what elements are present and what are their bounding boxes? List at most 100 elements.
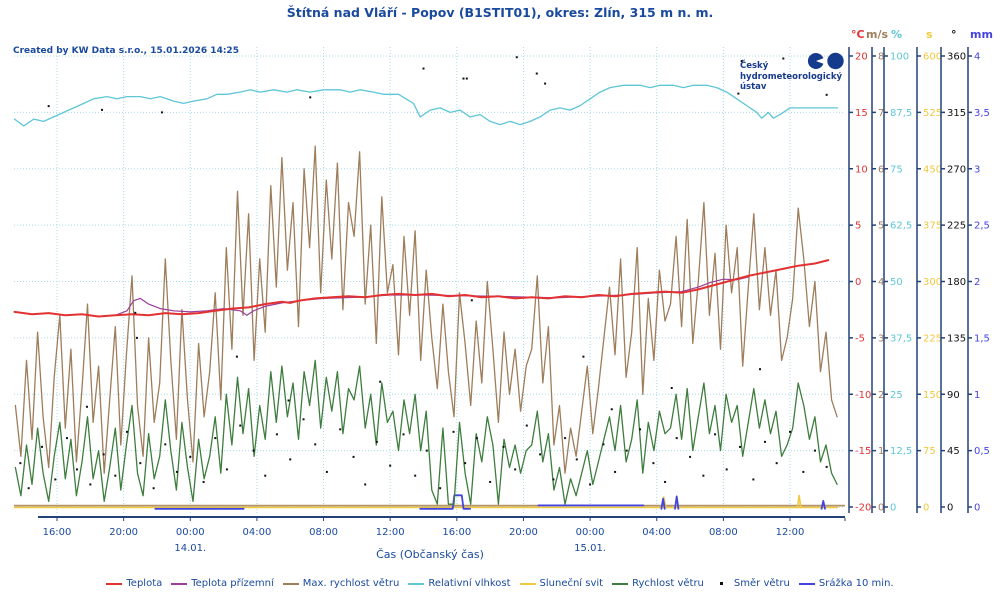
svg-text:2,5: 2,5 — [974, 221, 990, 232]
svg-text:15: 15 — [855, 108, 868, 119]
svg-text:08:00: 08:00 — [309, 527, 338, 538]
svg-text:3,5: 3,5 — [974, 108, 990, 119]
chart-legend: Teplota Teplota přízemní Max. rychlost vět… — [0, 578, 1000, 589]
svg-text:1: 1 — [878, 446, 884, 457]
legend-item: Sluneční svit — [519, 578, 604, 589]
legend-item: Rychlost větru — [612, 578, 704, 589]
legend-label: Sluneční svit — [539, 578, 604, 589]
legend-swatch-line — [612, 582, 629, 585]
legend-swatch-line — [519, 582, 536, 585]
svg-text:225: 225 — [923, 333, 942, 344]
svg-text:7: 7 — [878, 108, 884, 119]
svg-text:75: 75 — [923, 446, 936, 457]
svg-text:3: 3 — [974, 164, 980, 175]
svg-text:04:00: 04:00 — [242, 527, 271, 538]
svg-text:20: 20 — [855, 52, 868, 63]
svg-text:0: 0 — [923, 503, 929, 514]
svg-text:5: 5 — [878, 221, 884, 232]
svg-text:16:00: 16:00 — [442, 527, 471, 538]
svg-text:14.01.: 14.01. — [174, 543, 206, 554]
svg-text:0: 0 — [947, 503, 953, 514]
svg-text:375: 375 — [923, 221, 942, 232]
svg-text:2: 2 — [974, 277, 980, 288]
svg-text:25: 25 — [890, 390, 903, 401]
legend-item: Srážka 10 min. — [798, 578, 894, 589]
svg-text:100: 100 — [890, 52, 909, 63]
svg-text:75: 75 — [890, 164, 903, 175]
svg-text:00:00: 00:00 — [176, 527, 205, 538]
svg-text:8: 8 — [878, 52, 884, 63]
svg-text:180: 180 — [947, 277, 966, 288]
svg-text:2: 2 — [878, 390, 884, 401]
legend-label: Srážka 10 min. — [818, 578, 894, 589]
svg-text:0,5: 0,5 — [974, 446, 990, 457]
svg-text:°C: °C — [851, 28, 865, 41]
svg-text:135: 135 — [947, 333, 966, 344]
svg-text:20:00: 20:00 — [109, 527, 138, 538]
svg-text:90: 90 — [947, 390, 960, 401]
chmu-logo-line1: Český — [740, 61, 769, 71]
svg-text:360: 360 — [947, 52, 966, 63]
svg-text:0: 0 — [974, 503, 980, 514]
legend-swatch-dot — [719, 582, 723, 585]
svg-text:6: 6 — [878, 164, 884, 175]
svg-text:450: 450 — [923, 164, 942, 175]
svg-text:16:00: 16:00 — [43, 527, 72, 538]
svg-text:50: 50 — [890, 277, 903, 288]
chmu-logo-line2: hydrometeorologický — [740, 71, 843, 82]
svg-text:315: 315 — [947, 108, 966, 119]
page-title: Štítná nad Vláří - Popov (B1STIT01), okr… — [286, 5, 714, 20]
legend-label: Teplota přízemní — [191, 578, 274, 589]
legend-swatch-line — [282, 582, 299, 585]
chmu-logo-line3: ústav — [740, 82, 767, 92]
svg-text:3: 3 — [878, 333, 884, 344]
legend-item: Relativní vlhkost — [408, 578, 511, 589]
svg-text:600: 600 — [923, 52, 942, 63]
svg-text:10: 10 — [855, 164, 868, 175]
created-by-label: Created by KW Data s.r.o., 15.01.2026 14… — [13, 46, 239, 56]
svg-text:12,5: 12,5 — [890, 446, 912, 457]
svg-text:0: 0 — [878, 503, 884, 514]
svg-text:45: 45 — [947, 446, 960, 457]
svg-text:%: % — [891, 28, 902, 41]
svg-text:12:00: 12:00 — [776, 527, 805, 538]
svg-text:525: 525 — [923, 108, 942, 119]
legend-label: Relativní vlhkost — [428, 578, 511, 589]
svg-text:mm: mm — [970, 28, 993, 41]
svg-text:m/s: m/s — [866, 28, 888, 41]
svg-text:300: 300 — [923, 277, 942, 288]
legend-label: Teplota — [126, 578, 163, 589]
legend-swatch-line — [408, 582, 425, 585]
svg-text:87,5: 87,5 — [890, 108, 912, 119]
svg-text:°: ° — [951, 28, 957, 41]
x-axis-title: Čas (Občanský čas) — [376, 548, 484, 561]
svg-text:1,5: 1,5 — [974, 333, 990, 344]
legend-label: Směr větru — [733, 578, 790, 589]
chmu-logo-text: Český hydrometeorologický ústav — [740, 61, 842, 93]
svg-text:12:00: 12:00 — [376, 527, 405, 538]
svg-text:-15: -15 — [855, 446, 871, 457]
legend-swatch-line — [106, 582, 123, 585]
legend-item: Směr větru — [713, 578, 790, 589]
svg-text:37,5: 37,5 — [890, 333, 912, 344]
svg-text:0: 0 — [890, 503, 896, 514]
svg-text:225: 225 — [947, 221, 966, 232]
svg-text:08:00: 08:00 — [709, 527, 738, 538]
svg-text:20:00: 20:00 — [509, 527, 538, 538]
svg-text:5: 5 — [855, 221, 861, 232]
legend-item: Teplota — [106, 578, 162, 589]
svg-text:62,5: 62,5 — [890, 221, 912, 232]
svg-text:15.01.: 15.01. — [574, 543, 606, 554]
legend-swatch-line — [798, 582, 815, 585]
legend-label: Rychlost větru — [632, 578, 704, 589]
svg-text:0: 0 — [855, 277, 861, 288]
svg-text:150: 150 — [923, 390, 942, 401]
svg-text:s: s — [926, 28, 933, 41]
svg-text:04:00: 04:00 — [642, 527, 671, 538]
legend-label: Max. rychlost větru — [302, 578, 400, 589]
svg-text:-5: -5 — [855, 333, 865, 344]
legend-item: Max. rychlost větru — [282, 578, 400, 589]
legend-swatch-line — [171, 582, 188, 585]
